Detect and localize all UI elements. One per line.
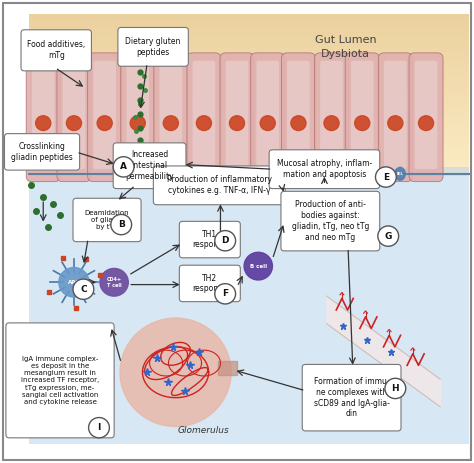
Circle shape xyxy=(291,116,306,131)
Circle shape xyxy=(324,116,339,131)
FancyBboxPatch shape xyxy=(345,53,379,181)
FancyBboxPatch shape xyxy=(154,53,188,181)
FancyBboxPatch shape xyxy=(159,61,182,169)
FancyBboxPatch shape xyxy=(63,61,85,169)
FancyBboxPatch shape xyxy=(73,198,141,242)
Text: Gut Lumen: Gut Lumen xyxy=(315,35,376,45)
FancyBboxPatch shape xyxy=(6,323,114,438)
Circle shape xyxy=(385,378,406,399)
Circle shape xyxy=(111,214,132,235)
Circle shape xyxy=(66,116,82,131)
FancyBboxPatch shape xyxy=(29,167,469,444)
FancyBboxPatch shape xyxy=(3,3,471,460)
Circle shape xyxy=(130,116,146,131)
FancyBboxPatch shape xyxy=(88,53,122,181)
Text: TH2
response: TH2 response xyxy=(192,274,227,293)
Circle shape xyxy=(59,268,89,297)
FancyBboxPatch shape xyxy=(269,150,380,188)
FancyBboxPatch shape xyxy=(287,61,310,169)
Ellipse shape xyxy=(395,167,405,180)
FancyBboxPatch shape xyxy=(121,53,155,181)
FancyBboxPatch shape xyxy=(251,53,285,181)
Text: TH1
response: TH1 response xyxy=(192,230,227,250)
Text: D: D xyxy=(221,236,229,245)
Text: Glomerulus: Glomerulus xyxy=(178,426,230,435)
FancyBboxPatch shape xyxy=(127,61,149,169)
Text: Dysbiota: Dysbiota xyxy=(321,49,370,59)
Text: Mucosal atrophy, inflam-
mation and apoptosis: Mucosal atrophy, inflam- mation and apop… xyxy=(277,159,372,179)
Text: C: C xyxy=(80,285,87,294)
FancyBboxPatch shape xyxy=(302,364,401,431)
FancyBboxPatch shape xyxy=(378,53,412,181)
Text: Dietary gluten
peptides: Dietary gluten peptides xyxy=(126,37,181,57)
Circle shape xyxy=(260,116,275,131)
Circle shape xyxy=(100,269,128,296)
Circle shape xyxy=(229,116,245,131)
FancyBboxPatch shape xyxy=(187,53,221,181)
Text: Deamidation
of gliadin
by tTg: Deamidation of gliadin by tTg xyxy=(85,210,129,230)
Circle shape xyxy=(196,116,211,131)
Circle shape xyxy=(73,279,94,300)
Text: B: B xyxy=(118,220,125,229)
FancyBboxPatch shape xyxy=(415,61,438,169)
FancyBboxPatch shape xyxy=(384,61,407,169)
Ellipse shape xyxy=(120,318,231,426)
FancyBboxPatch shape xyxy=(256,61,279,169)
Text: B cell: B cell xyxy=(250,263,267,269)
FancyBboxPatch shape xyxy=(220,53,254,181)
Text: Increased
intestinal
permeability: Increased intestinal permeability xyxy=(125,150,174,181)
FancyBboxPatch shape xyxy=(113,143,186,188)
Text: G: G xyxy=(384,232,392,241)
FancyBboxPatch shape xyxy=(226,61,248,169)
Circle shape xyxy=(163,116,178,131)
Ellipse shape xyxy=(237,167,247,180)
FancyBboxPatch shape xyxy=(315,53,348,181)
Text: IEL: IEL xyxy=(238,172,245,176)
FancyBboxPatch shape xyxy=(21,30,91,71)
Circle shape xyxy=(97,116,112,131)
Circle shape xyxy=(89,418,109,438)
FancyBboxPatch shape xyxy=(4,134,80,170)
FancyBboxPatch shape xyxy=(32,61,55,169)
Text: CD4+: CD4+ xyxy=(107,276,122,282)
FancyBboxPatch shape xyxy=(118,27,188,66)
Text: Food additives,
mTg: Food additives, mTg xyxy=(27,40,85,60)
Text: I: I xyxy=(97,423,100,432)
FancyBboxPatch shape xyxy=(26,53,60,181)
Text: APC: APC xyxy=(68,280,80,285)
Text: A: A xyxy=(120,163,127,171)
Text: F: F xyxy=(222,289,228,298)
Circle shape xyxy=(113,156,134,177)
FancyBboxPatch shape xyxy=(320,61,343,169)
FancyBboxPatch shape xyxy=(154,166,285,205)
Circle shape xyxy=(419,116,434,131)
Text: E: E xyxy=(383,173,389,181)
Circle shape xyxy=(375,167,396,187)
FancyBboxPatch shape xyxy=(282,53,316,181)
Circle shape xyxy=(355,116,370,131)
Circle shape xyxy=(36,116,51,131)
FancyBboxPatch shape xyxy=(179,221,240,258)
FancyBboxPatch shape xyxy=(281,191,380,251)
Text: Production of inflammatory
cytokines e.g. TNF-α, IFN-γ: Production of inflammatory cytokines e.g… xyxy=(167,175,272,195)
FancyBboxPatch shape xyxy=(179,265,240,302)
Circle shape xyxy=(388,116,403,131)
Text: Production of anti-
bodies against:
gliadin, tTg, neo tTg
and neo mTg: Production of anti- bodies against: glia… xyxy=(292,200,369,242)
FancyBboxPatch shape xyxy=(409,53,443,181)
Text: H: H xyxy=(392,384,399,393)
Circle shape xyxy=(215,231,236,251)
FancyBboxPatch shape xyxy=(57,53,91,181)
Circle shape xyxy=(378,226,399,246)
FancyBboxPatch shape xyxy=(93,61,116,169)
Circle shape xyxy=(215,284,236,304)
FancyBboxPatch shape xyxy=(351,61,374,169)
Text: Crosslinking
gliadin peptides: Crosslinking gliadin peptides xyxy=(11,142,73,162)
Text: IEL: IEL xyxy=(397,172,403,176)
Text: T cell: T cell xyxy=(107,283,121,288)
Text: IgA immune complex-
es deposit in the
mesangium result in
increased TF receptor,: IgA immune complex- es deposit in the me… xyxy=(21,356,99,405)
FancyBboxPatch shape xyxy=(192,61,215,169)
Circle shape xyxy=(244,252,273,280)
Text: Formation of immu-
ne complexes with
sCD89 and IgA-glia-
din: Formation of immu- ne complexes with sCD… xyxy=(314,377,390,418)
